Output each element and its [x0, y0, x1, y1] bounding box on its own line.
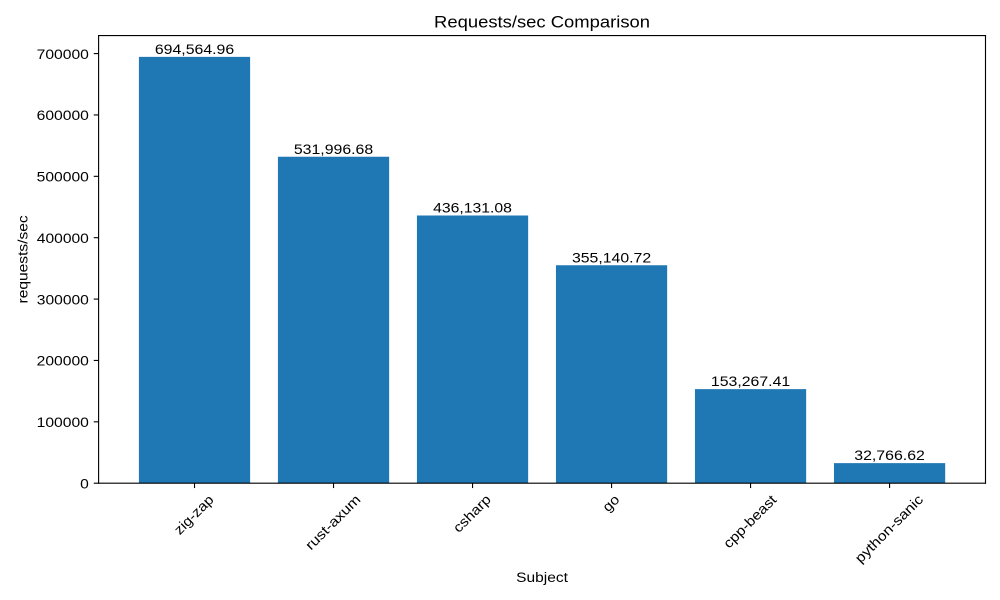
svg-text:694,564.96: 694,564.96	[155, 41, 235, 57]
svg-text:requests/sec: requests/sec	[14, 215, 30, 303]
svg-text:Requests/sec Comparison: Requests/sec Comparison	[434, 12, 650, 31]
svg-text:400000: 400000	[37, 230, 89, 246]
svg-text:531,996.68: 531,996.68	[294, 141, 374, 157]
svg-text:436,131.08: 436,131.08	[433, 200, 512, 216]
svg-text:200000: 200000	[37, 353, 90, 369]
svg-text:600000: 600000	[37, 107, 90, 123]
svg-text:355,140.72: 355,140.72	[572, 249, 651, 265]
svg-text:Subject: Subject	[516, 569, 568, 585]
svg-text:300000: 300000	[37, 291, 89, 307]
svg-text:700000: 700000	[37, 46, 90, 62]
svg-text:0: 0	[80, 475, 89, 491]
svg-text:500000: 500000	[37, 169, 90, 185]
svg-text:32,766.62: 32,766.62	[854, 447, 925, 463]
svg-text:100000: 100000	[37, 414, 90, 430]
svg-text:153,267.41: 153,267.41	[711, 373, 791, 389]
